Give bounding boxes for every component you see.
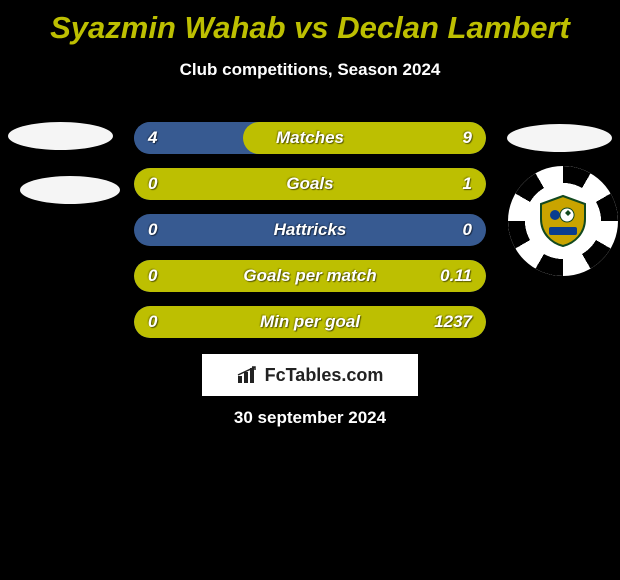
stat-label: Matches xyxy=(134,122,486,154)
club-crest xyxy=(508,166,618,276)
player-left-photo-placeholder-2 xyxy=(20,176,120,204)
brand-panel: FcTables.com xyxy=(202,354,418,396)
player-left-photo-placeholder-1 xyxy=(8,122,113,150)
stats-rows: 4Matches90Goals10Hattricks00Goals per ma… xyxy=(134,122,486,352)
bars-icon xyxy=(237,366,259,384)
stat-row: 0Goals per match0.11 xyxy=(134,260,486,292)
stat-row: 0Goals1 xyxy=(134,168,486,200)
subtitle: Club competitions, Season 2024 xyxy=(0,60,620,80)
brand-text: FcTables.com xyxy=(265,365,384,386)
stat-row: 0Hattricks0 xyxy=(134,214,486,246)
stat-value-right: 9 xyxy=(463,122,472,154)
date-text: 30 september 2024 xyxy=(0,408,620,428)
stat-value-right: 0 xyxy=(463,214,472,246)
stat-row: 4Matches9 xyxy=(134,122,486,154)
stat-value-right: 1237 xyxy=(434,306,472,338)
stat-label: Hattricks xyxy=(134,214,486,246)
stat-label: Goals xyxy=(134,168,486,200)
stat-value-right: 1 xyxy=(463,168,472,200)
crest-icon xyxy=(535,193,591,249)
player-right-photo-placeholder xyxy=(507,124,612,152)
stat-value-right: 0.11 xyxy=(440,260,472,292)
stat-label: Goals per match xyxy=(134,260,486,292)
page-title: Syazmin Wahab vs Declan Lambert xyxy=(0,0,620,46)
stat-row: 0Min per goal1237 xyxy=(134,306,486,338)
